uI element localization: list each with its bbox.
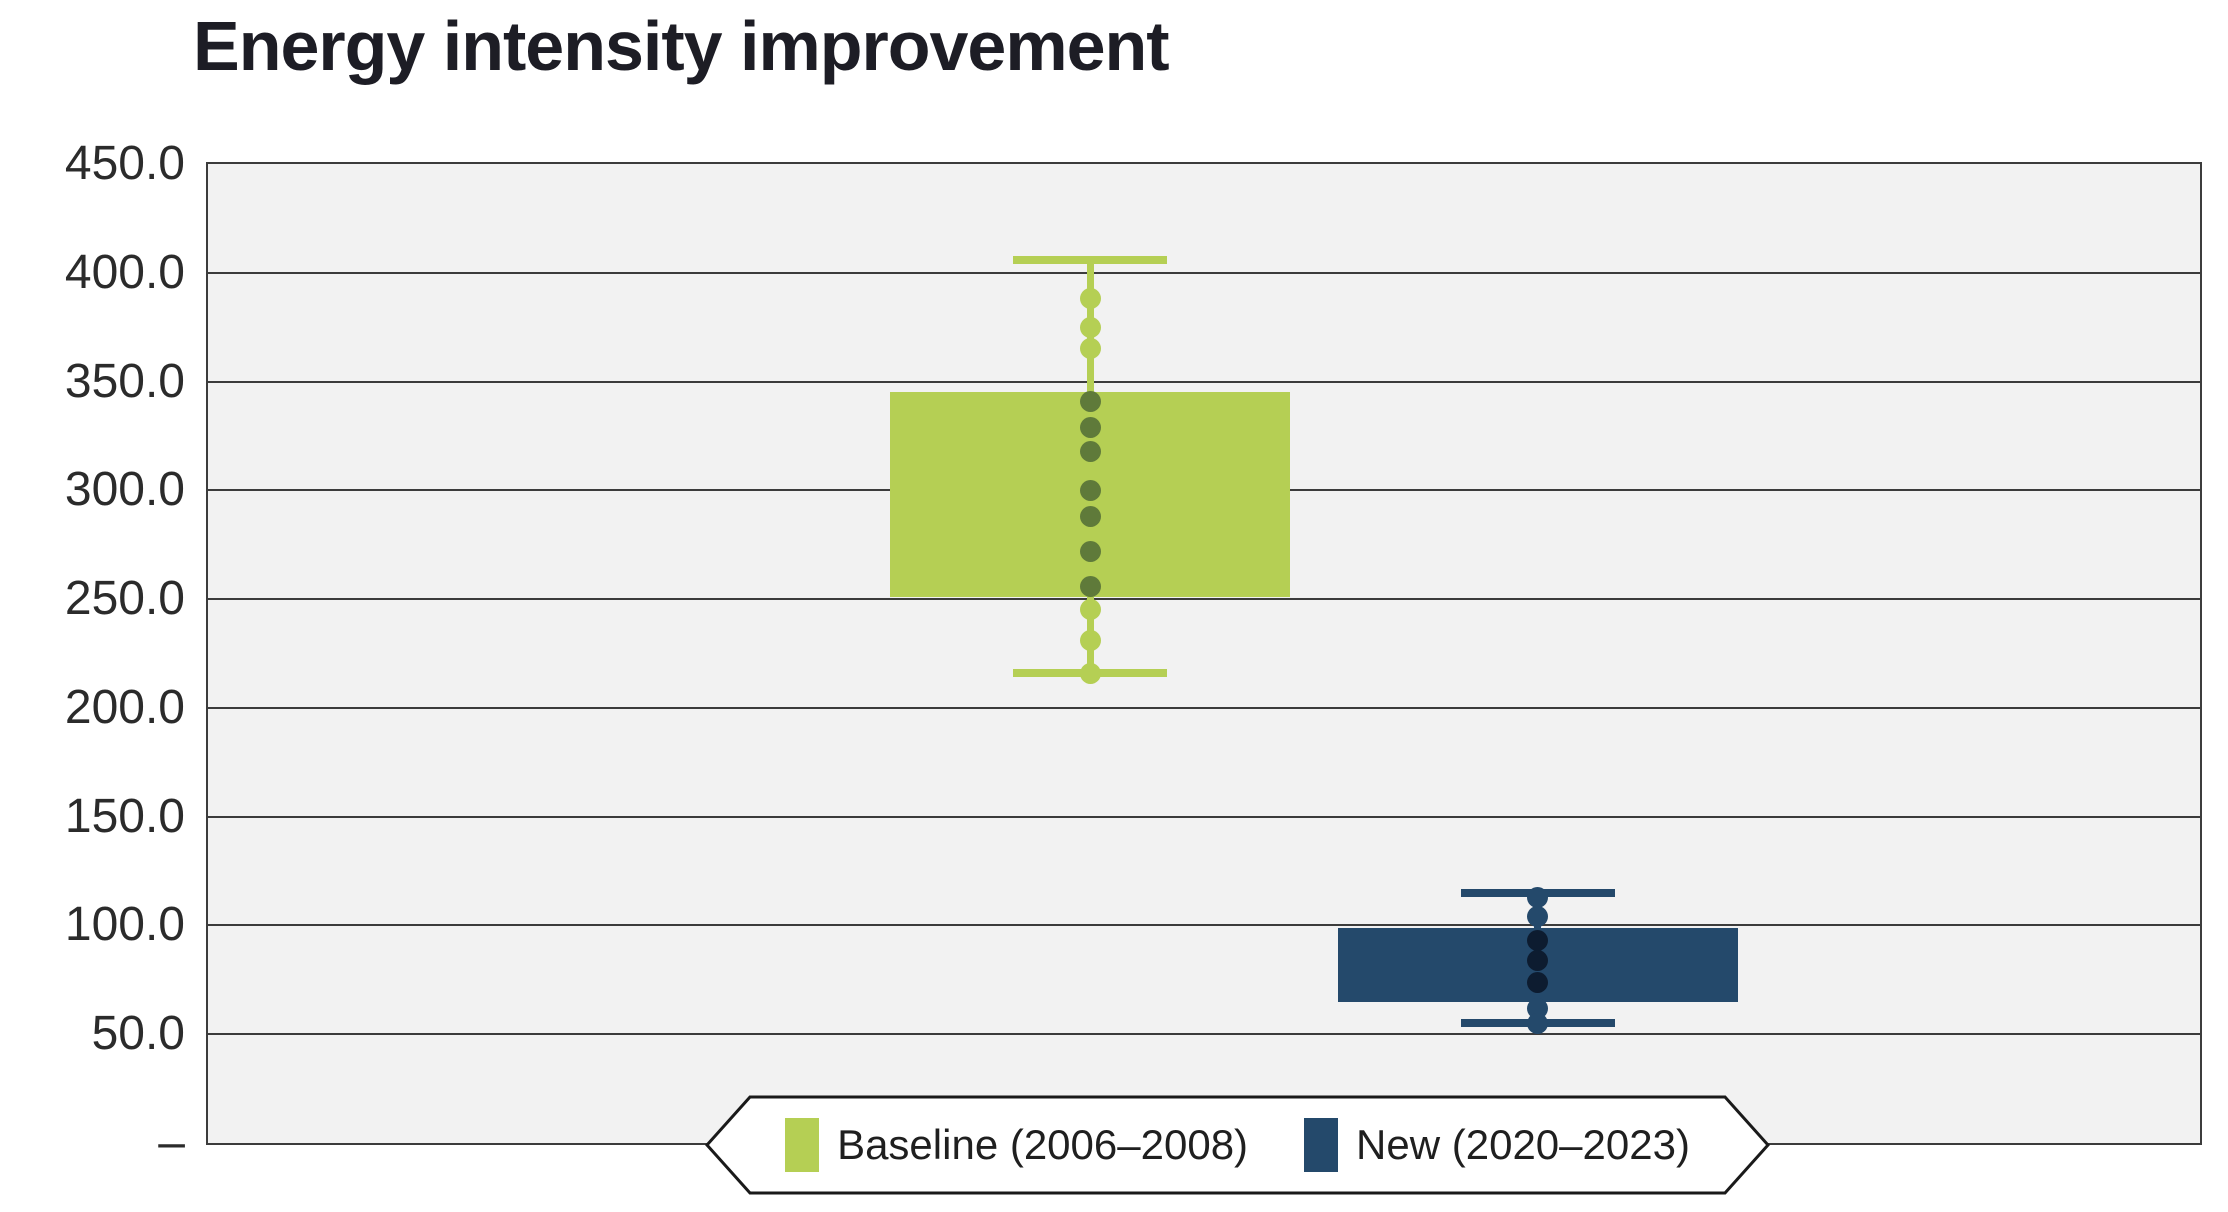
plot-area	[206, 162, 2202, 1145]
legend-label-baseline: Baseline (2006–2008)	[837, 1121, 1249, 1168]
data-point	[1079, 440, 1101, 462]
data-point	[1527, 1012, 1549, 1034]
legend-swatch-new	[1304, 1118, 1339, 1172]
data-point	[1527, 971, 1549, 993]
whisker-cap	[1013, 255, 1168, 264]
legend-items: Baseline (2006–2008) New (2020–2023)	[704, 1094, 1771, 1196]
y-tick-label: 250.0	[64, 572, 185, 626]
y-tick-label: 300.0	[64, 463, 185, 517]
data-point	[1079, 505, 1101, 527]
data-point	[1079, 540, 1101, 562]
gridline	[208, 924, 2200, 927]
y-tick-label: 50.0	[91, 1007, 185, 1061]
gridline	[208, 706, 2200, 709]
data-point	[1079, 599, 1101, 621]
legend: Baseline (2006–2008) New (2020–2023)	[704, 1094, 1771, 1196]
y-tick-label: 450.0	[64, 137, 185, 190]
data-point	[1527, 949, 1549, 971]
y-tick-label: 100.0	[64, 898, 185, 952]
y-tick-label: 200.0	[64, 680, 185, 734]
legend-item-new: New (2020–2023)	[1304, 1118, 1690, 1172]
gridline	[208, 598, 2200, 601]
y-tick-label: 400.0	[64, 245, 185, 299]
chart-title: Energy intensity improvement	[193, 7, 1170, 85]
gridline	[208, 380, 2200, 383]
gridline	[208, 271, 2200, 274]
legend-frame	[704, 1095, 1771, 1195]
data-point	[1527, 906, 1549, 928]
data-point	[1079, 629, 1101, 651]
y-tick-label: –	[158, 1116, 185, 1169]
y-tick-label: 350.0	[64, 354, 185, 408]
y-tick-label: 150.0	[64, 789, 185, 843]
legend-item-baseline: Baseline (2006–2008)	[785, 1118, 1248, 1172]
data-point	[1079, 575, 1101, 597]
data-point	[1079, 662, 1101, 684]
data-point	[1079, 416, 1101, 438]
data-point	[1079, 316, 1101, 338]
data-point	[1527, 930, 1549, 952]
data-point	[1079, 390, 1101, 412]
legend-label-new: New (2020–2023)	[1356, 1121, 1690, 1168]
gridline	[208, 815, 2200, 818]
data-point	[1079, 288, 1101, 310]
y-axis-tick-labels: 450.0 400.0 350.0 300.0 250.0 200.0 150.0 100.0…	[0, 0, 185, 1212]
data-point	[1079, 479, 1101, 501]
legend-swatch-baseline	[785, 1118, 820, 1172]
data-point	[1527, 886, 1549, 908]
data-point	[1079, 338, 1101, 360]
gridline	[208, 1033, 2200, 1036]
